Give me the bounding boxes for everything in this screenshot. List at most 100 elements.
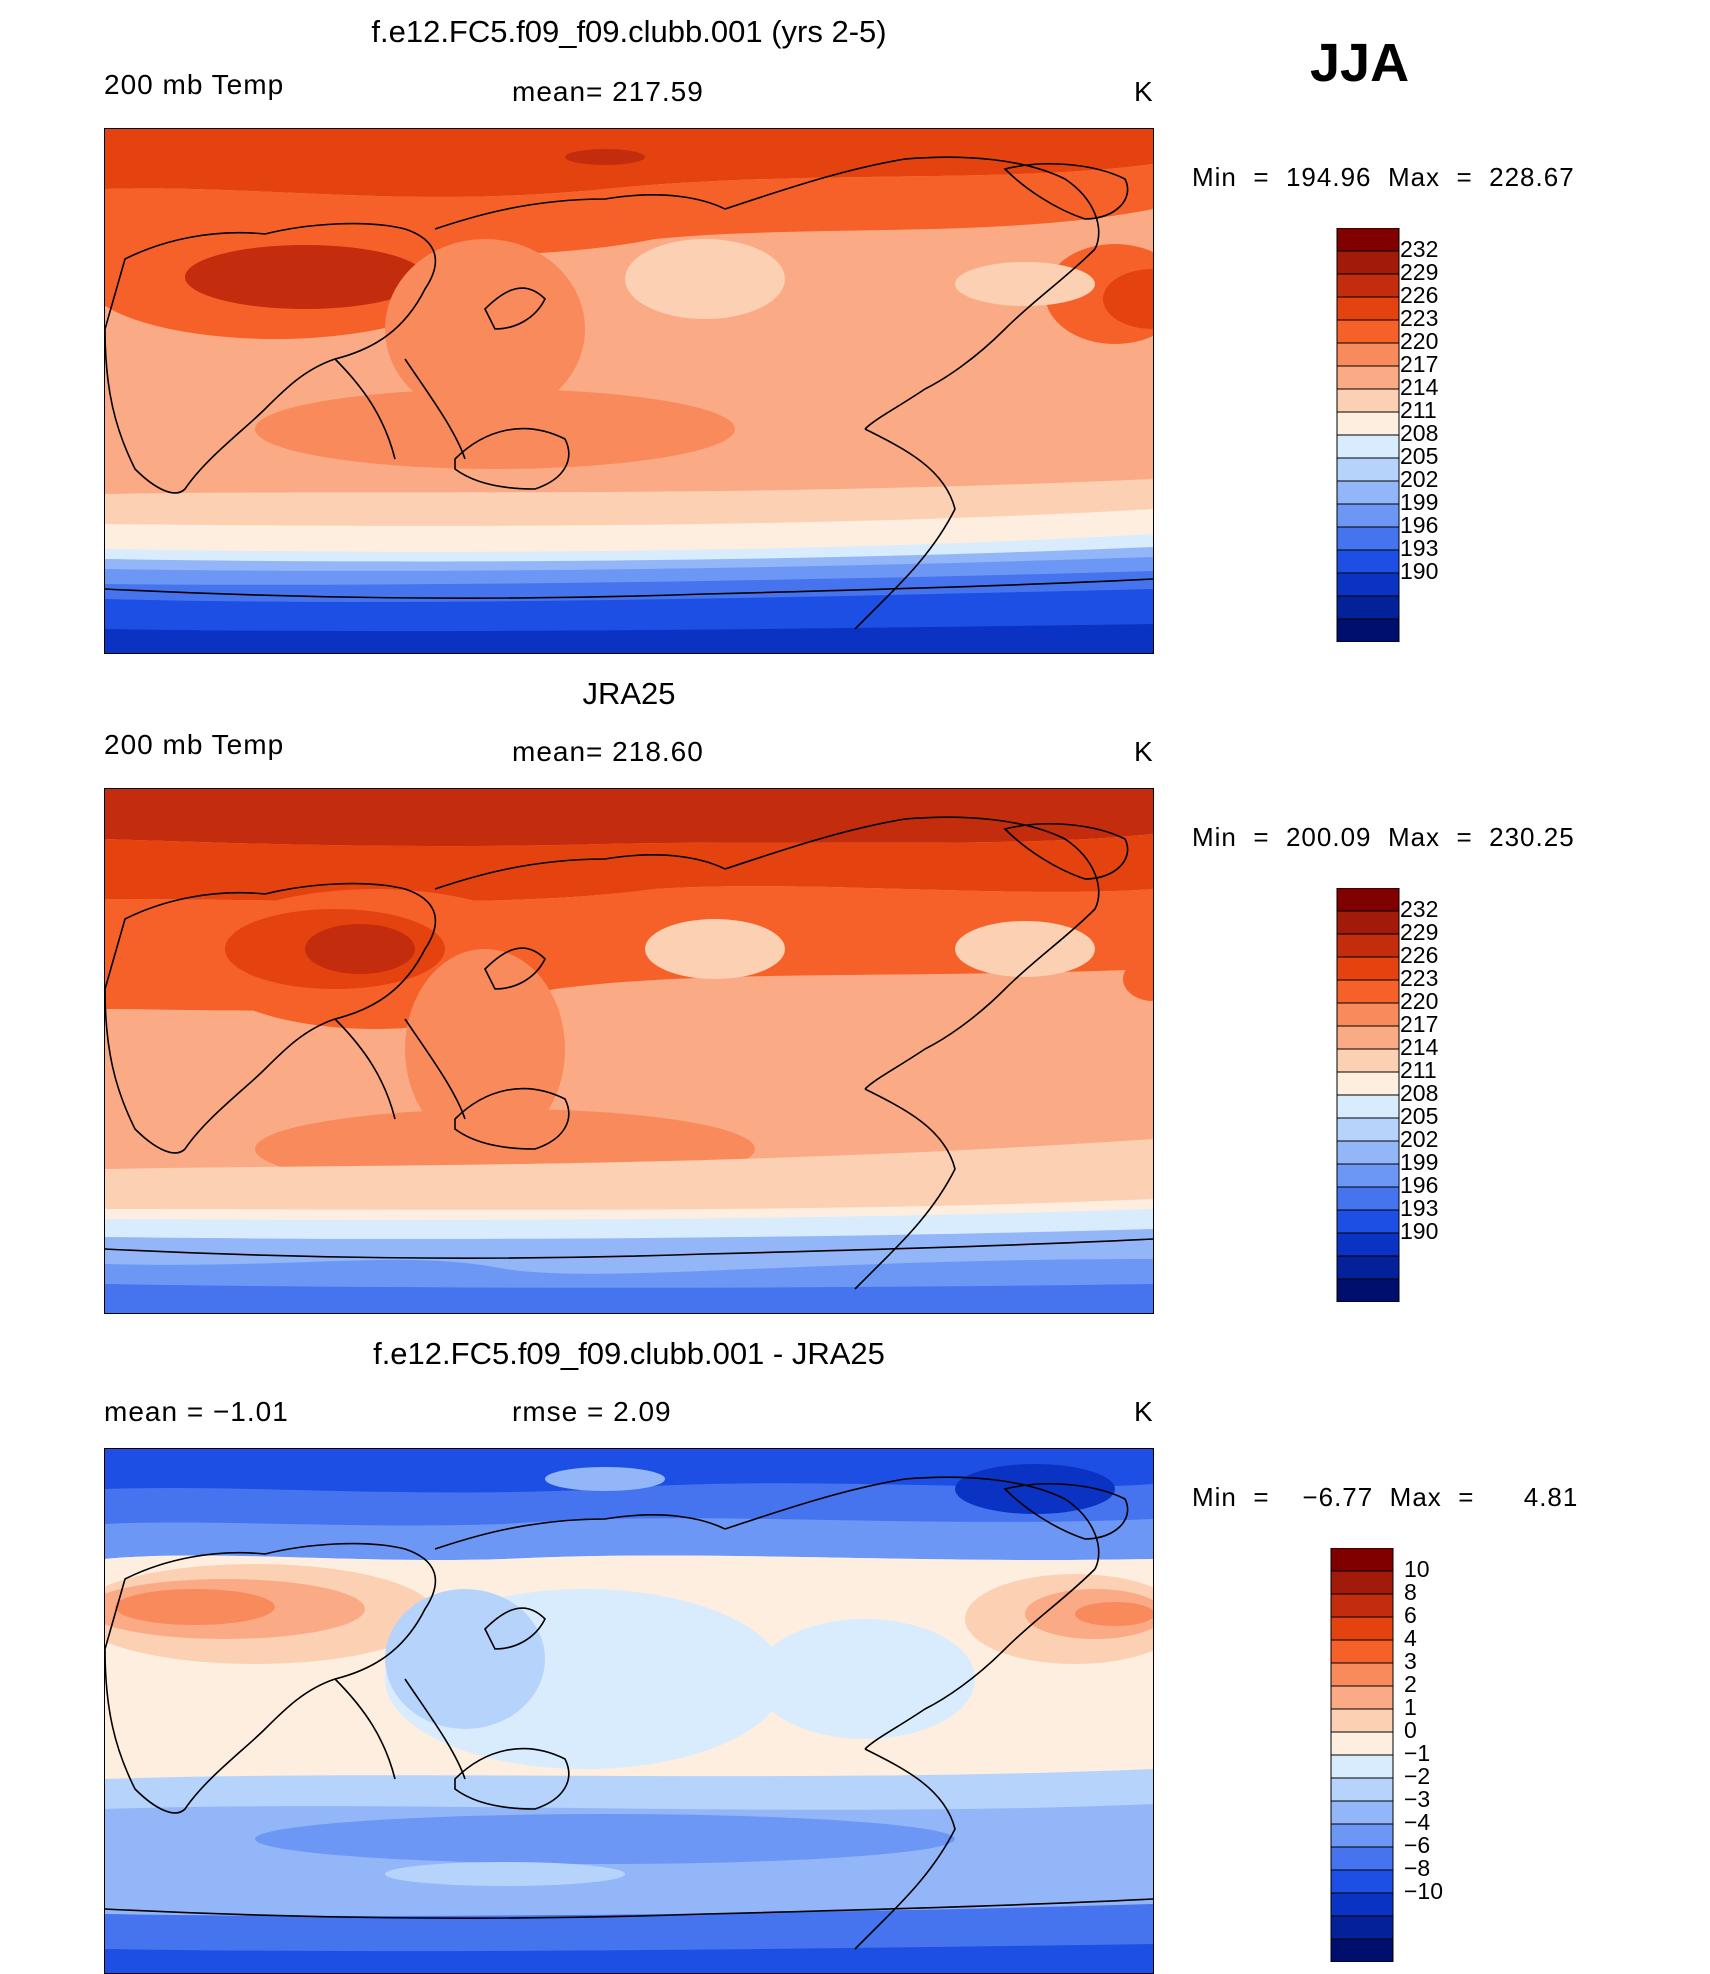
colorbar-tick-label: 214 <box>1400 1034 1439 1060</box>
colorbar-tick-label: 199 <box>1400 1149 1439 1175</box>
colorbar-swatch <box>1336 1140 1400 1165</box>
colorbar-swatch <box>1336 910 1400 935</box>
field-band <box>1075 1602 1153 1626</box>
field-band <box>955 1464 1115 1514</box>
field-band <box>385 1589 545 1729</box>
colorbar-swatch <box>1336 1071 1400 1096</box>
colorbar-tick-label: 217 <box>1400 351 1439 377</box>
field-band <box>105 624 1153 653</box>
colorbar-swatch <box>1330 1593 1394 1618</box>
colorbar-tick-label: 2 <box>1404 1671 1417 1697</box>
panel-2-units-label: K <box>1134 736 1154 767</box>
colorbar-swatch <box>1330 1685 1394 1710</box>
field-band <box>105 789 1153 847</box>
field-band <box>955 921 1095 977</box>
colorbar-swatch <box>1336 1048 1400 1073</box>
colorbar-1 <box>1336 227 1400 643</box>
colorbar-swatches <box>1336 227 1400 643</box>
colorbar-tick-label: 0 <box>1404 1717 1417 1743</box>
colorbar-tick-label: 6 <box>1404 1602 1417 1628</box>
colorbar-tick-label: 232 <box>1400 896 1439 922</box>
colorbar-tick-label: 8 <box>1404 1579 1417 1605</box>
panel-1-title: f.e12.FC5.f09_f09.clubb.001 (yrs 2-5) <box>371 14 887 49</box>
colorbar-tick-label: 202 <box>1400 1126 1439 1152</box>
field-band <box>305 924 415 974</box>
colorbar-swatch <box>1330 1800 1394 1825</box>
colorbar-swatch <box>1336 411 1400 436</box>
colorbar-tick-label: 205 <box>1400 1103 1439 1129</box>
field-band <box>185 245 425 309</box>
colorbar-tick-label: 226 <box>1400 282 1439 308</box>
colorbar-swatch <box>1336 365 1400 390</box>
colorbar-tick-label: 211 <box>1400 397 1437 423</box>
colorbar-tick-label: 193 <box>1400 535 1439 561</box>
colorbar-tick-label: 217 <box>1400 1011 1439 1037</box>
colorbar-swatch <box>1336 296 1400 321</box>
colorbar-tick-label: 214 <box>1400 374 1439 400</box>
colorbar-2-labels: 232 229 226 223 220 217 214 211 208 205 202 199 196 1… <box>1400 896 1460 1302</box>
colorbar-swatch <box>1330 1662 1394 1687</box>
panel-2-min-max: Min = 200.09 Max = 230.25 <box>1192 822 1575 852</box>
colorbar-swatch <box>1336 1094 1400 1119</box>
colorbar-swatch <box>1330 1823 1394 1848</box>
season-label: JJA <box>1310 33 1410 93</box>
coastlines <box>105 156 1153 630</box>
panel-1-map <box>104 128 1154 654</box>
colorbar-swatch <box>1336 227 1400 252</box>
colorbar-swatch <box>1336 933 1400 958</box>
colorbar-tick-label: 229 <box>1400 919 1439 945</box>
colorbar-swatch <box>1336 434 1400 459</box>
colorbar-swatch <box>1330 1869 1394 1894</box>
panel-3-map <box>104 1448 1154 1974</box>
colorbar-3-labels: 10 8 6 4 3 2 1 0 −1 −2 −3 −4 −6 −8 −10 <box>1404 1556 1464 1962</box>
field-band <box>955 262 1095 306</box>
panel-3-units-label: K <box>1134 1396 1154 1427</box>
colorbar-swatch <box>1336 319 1400 344</box>
panel-3-min-max: Min = −6.77 Max = 4.81 <box>1192 1482 1579 1512</box>
colorbar-tick-label: 205 <box>1400 443 1439 469</box>
colorbar-tick-label: −6 <box>1404 1832 1431 1858</box>
colorbar-tick-label: 1 <box>1404 1694 1417 1720</box>
field-band <box>105 1139 1153 1219</box>
colorbar-swatch <box>1336 1278 1400 1303</box>
panel-1-min-max: Min = 194.96 Max = 228.67 <box>1192 162 1575 192</box>
colorbar-tick-label: 211 <box>1400 1057 1437 1083</box>
field-band <box>1123 957 1153 1001</box>
colorbar-tick-label: 229 <box>1400 259 1439 285</box>
field-band <box>385 1862 625 1886</box>
colorbar-tick-label: 220 <box>1400 988 1439 1014</box>
colorbar-tick-label: 196 <box>1400 1172 1439 1198</box>
colorbar-tick-label: 190 <box>1400 1218 1439 1244</box>
colorbar-swatch <box>1336 457 1400 482</box>
panel-3-title: f.e12.FC5.f09_f09.clubb.001 - JRA25 <box>373 1336 885 1371</box>
panel-1-mean-label: mean= 217.59 <box>512 76 704 107</box>
colorbar-tick-label: 199 <box>1400 489 1439 515</box>
colorbar-tick-label: −10 <box>1404 1878 1444 1904</box>
field-band <box>645 919 785 979</box>
colorbar-swatch <box>1336 1025 1400 1050</box>
colorbar-swatch <box>1336 549 1400 574</box>
colorbar-swatch <box>1336 480 1400 505</box>
panel-1-variable-label: 200 mb Temp <box>104 69 285 100</box>
panel-1-units-label: K <box>1134 76 1154 107</box>
field-band <box>385 239 585 419</box>
colorbar-swatch <box>1336 595 1400 620</box>
colorbar-swatch <box>1330 1915 1394 1940</box>
colorbar-tick-label: −3 <box>1404 1786 1431 1812</box>
colorbar-swatch <box>1336 618 1400 643</box>
colorbar-swatch <box>1336 342 1400 367</box>
colorbar-swatch <box>1330 1708 1394 1733</box>
colorbar-tick-label: 202 <box>1400 466 1439 492</box>
colorbar-tick-label: 232 <box>1400 236 1439 262</box>
field-band <box>625 239 785 319</box>
colorbar-3 <box>1330 1547 1394 1963</box>
panel-3-contour-field <box>105 1449 1153 1973</box>
colorbar-swatch <box>1336 979 1400 1004</box>
colorbar-swatch <box>1336 1163 1400 1188</box>
colorbar-tick-label: 226 <box>1400 942 1439 968</box>
colorbar-tick-label: 3 <box>1404 1648 1417 1674</box>
colorbar-tick-label: −8 <box>1404 1855 1431 1881</box>
colorbar-swatch <box>1330 1938 1394 1963</box>
colorbar-swatches <box>1330 1547 1394 1963</box>
colorbar-swatch <box>1336 250 1400 275</box>
